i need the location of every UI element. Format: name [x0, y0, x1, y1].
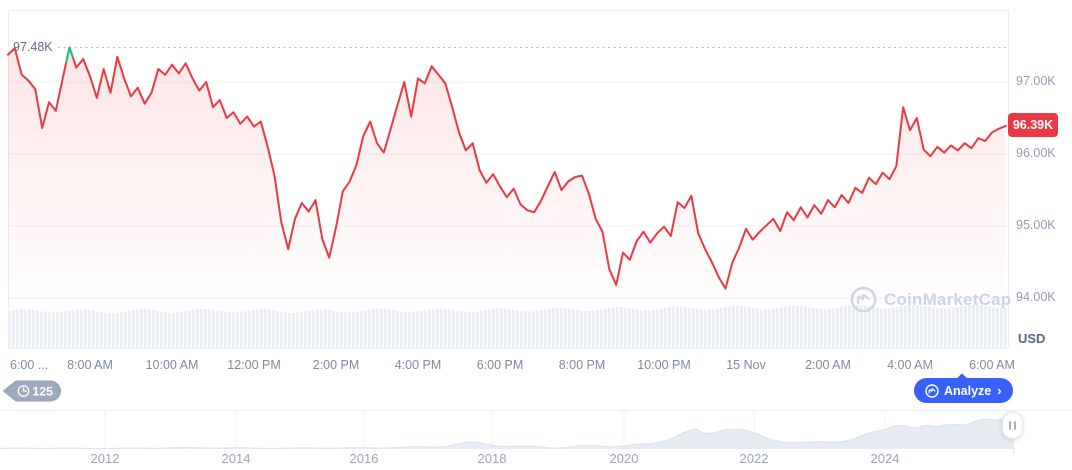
- x-axis-tick-label: 10:00 PM: [637, 358, 691, 372]
- y-axis-tick-label: 94.00K: [1016, 290, 1056, 304]
- navigator-year-label: 2022: [739, 451, 769, 466]
- candle-count-label: 125: [33, 385, 54, 399]
- high-point-marker: [65, 46, 74, 63]
- x-axis-tick-label: 2:00 AM: [805, 358, 851, 372]
- candle-countdown-badge[interactable]: 125: [2, 378, 64, 404]
- watermark-text: CoinMarketCap: [884, 289, 1012, 309]
- x-axis-tick-label: 8:00 PM: [558, 358, 606, 372]
- navigator-year-label: 2020: [609, 451, 639, 466]
- y-axis-tick-label: 96.00K: [1016, 146, 1056, 160]
- analyze-logo-icon: [925, 383, 939, 398]
- navigator-year-label: 2012: [90, 451, 120, 466]
- coinmarketcap-logo-icon: [850, 286, 877, 313]
- handle-grip-bar: [1014, 421, 1016, 430]
- coinmarketcap-watermark: CoinMarketCap: [850, 286, 1011, 313]
- current-price-badge: 96.39K: [1008, 113, 1058, 137]
- navigator-year-label: 2016: [349, 451, 379, 466]
- y-axis-tick-label: 95.00K: [1016, 218, 1056, 232]
- x-axis-tick-label: 10:00 AM: [145, 358, 199, 372]
- currency-label: USD: [1018, 331, 1046, 346]
- x-axis-tick-label: 2:00 PM: [312, 358, 360, 372]
- price-line: [7, 46, 1007, 290]
- y-axis-tick-label: 97.00K: [1016, 74, 1056, 88]
- x-axis-tick-label: 6:00 ...: [10, 358, 49, 372]
- history-clock-icon: [17, 385, 30, 397]
- badge-bubble-shape: [3, 380, 61, 402]
- chevron-right-icon: ›: [997, 383, 1002, 398]
- range-handle-right[interactable]: [1002, 412, 1023, 439]
- analyze-button[interactable]: Analyze ›: [914, 378, 1013, 403]
- navigator-year-label: 2018: [477, 451, 507, 466]
- navigator-area-edge: [0, 416, 1013, 450]
- navigator-year-label: 2024: [870, 451, 900, 466]
- handle-grip-bar: [1009, 421, 1011, 430]
- x-axis-tick-label: 15 Nov: [726, 358, 766, 372]
- x-axis-tick-label: 6:00 PM: [476, 358, 524, 372]
- x-axis-tick-label: 12:00 PM: [227, 358, 281, 372]
- navigator-area[interactable]: [0, 416, 1013, 449]
- x-axis-tick-label: 4:00 PM: [394, 358, 442, 372]
- x-axis-tick-label: 6:00 AM: [969, 358, 1015, 372]
- x-axis-tick-label: 4:00 AM: [887, 358, 933, 372]
- x-axis-tick-label: 8:00 AM: [67, 358, 113, 372]
- ath-price-label: 97.48K: [13, 40, 53, 54]
- analyze-button-label: Analyze: [944, 383, 992, 398]
- navigator-year-label: 2014: [221, 451, 251, 466]
